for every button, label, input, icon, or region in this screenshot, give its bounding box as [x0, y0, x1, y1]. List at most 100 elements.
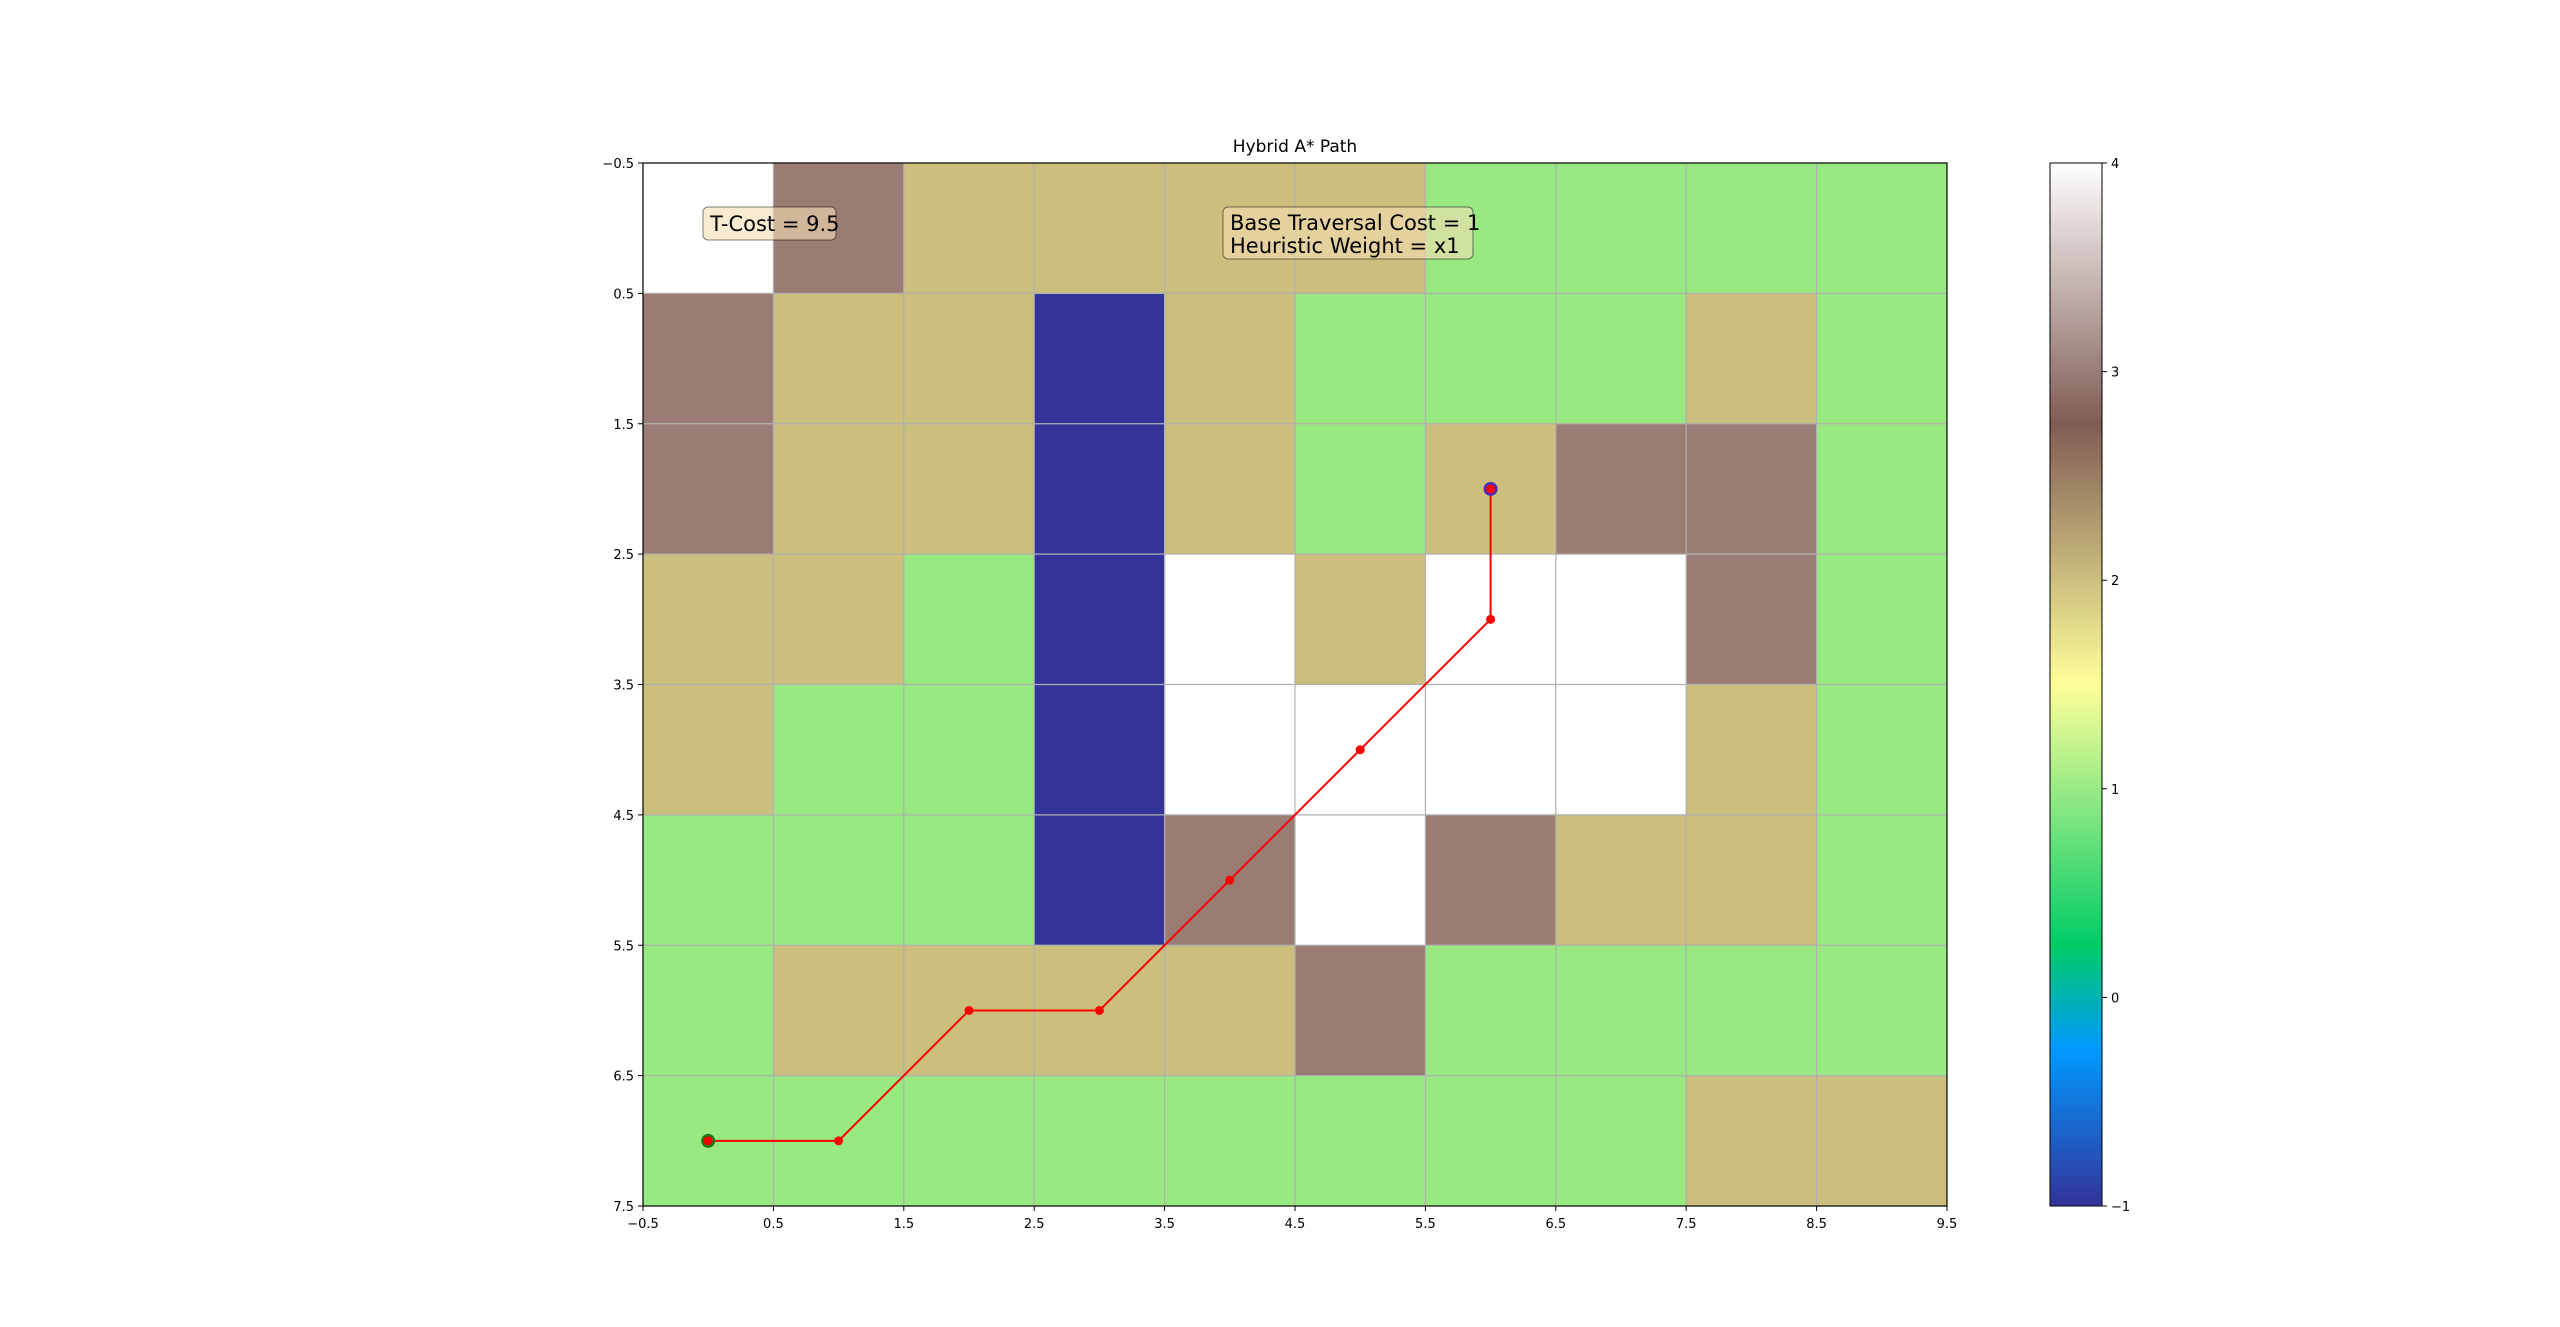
- heatmap-cell: [903, 1075, 1035, 1207]
- heatmap-cell: [643, 684, 774, 816]
- y-tick-label: 4.5: [613, 809, 634, 824]
- annotation-heuristic-text: Heuristic Weight = x1: [1230, 234, 1460, 258]
- y-tick-label: 1.5: [613, 418, 634, 433]
- colorbar-tick-label: 1: [2111, 783, 2119, 798]
- y-axis: −0.5 0.5 1.5 2.5 3.5 4.5 5.5 6.5 7.5: [602, 157, 643, 1215]
- heatmap-cell: [1164, 684, 1296, 816]
- heatmap-cell: [1164, 293, 1296, 425]
- y-tick-label: 5.5: [613, 939, 634, 954]
- heatmap-cell: [1295, 814, 1426, 946]
- heatmap-cell: [1555, 684, 1687, 816]
- heatmap-cell: [903, 423, 1035, 555]
- heatmap-cell: [1686, 684, 1818, 816]
- heatmap-cell: [773, 293, 905, 425]
- heatmap-cell: [1816, 554, 1948, 685]
- heatmap-cell: [1555, 163, 1687, 294]
- grid-lines: [643, 163, 1947, 1206]
- heatmap-cell: [1686, 163, 1818, 294]
- annotation-base-cost-text: Base Traversal Cost = 1: [1230, 211, 1480, 235]
- colorbar-ticks: −1 0 1 2 3 4: [2102, 157, 2130, 1215]
- colorbar-tick-label: −1: [2111, 1200, 2130, 1215]
- heatmap-cell: [1686, 814, 1818, 946]
- heatmap-cell: [1816, 293, 1948, 425]
- heatmap-cell: [1034, 163, 1166, 294]
- heatmap-cell: [903, 814, 1035, 946]
- heatmap-cell: [1686, 945, 1818, 1077]
- heatmap-cell: [1686, 293, 1818, 425]
- heatmap-cell: [773, 423, 905, 555]
- heatmap-cell: [1816, 814, 1948, 946]
- x-tick-label: 0.5: [763, 1217, 784, 1232]
- heatmap-cell: [1034, 1075, 1166, 1207]
- heatmap-cell: [1164, 554, 1296, 685]
- colorbar-tick-label: 0: [2111, 991, 2119, 1006]
- heatmap-cell: [903, 554, 1035, 685]
- heatmap-cell: [1816, 684, 1948, 816]
- heatmap-cell: [1295, 945, 1426, 1077]
- colorbar-tick-label: 2: [2111, 574, 2119, 589]
- path-point: [1486, 614, 1496, 624]
- heatmap-cell: [1425, 684, 1557, 816]
- heatmap-cell: [1034, 423, 1166, 555]
- heatmap-cell: [1555, 423, 1687, 555]
- chart-title: Hybrid A* Path: [1233, 137, 1357, 157]
- heatmap-cell: [1686, 423, 1818, 555]
- y-tick-label: 0.5: [613, 287, 634, 302]
- heatmap-cell: [643, 554, 774, 685]
- heatmap-cell: [643, 423, 774, 555]
- x-tick-label: 1.5: [893, 1217, 914, 1232]
- heatmap-cell: [773, 814, 905, 946]
- heatmap-cell: [1425, 1075, 1557, 1207]
- heatmap-cell: [643, 293, 774, 425]
- heatmap-cell: [1295, 293, 1426, 425]
- x-tick-label: 6.5: [1545, 1217, 1566, 1232]
- annotation-tcost: T-Cost = 9.5: [702, 206, 840, 241]
- heatmap-cell: [903, 163, 1035, 294]
- path-point: [1355, 745, 1365, 755]
- heatmap-cells: [643, 163, 1948, 1207]
- y-tick-label: −0.5: [602, 157, 634, 172]
- path-layer: [701, 481, 1498, 1148]
- heatmap-cell: [1555, 1075, 1687, 1207]
- path-point: [834, 1136, 844, 1146]
- heatmap-cell: [1816, 1075, 1948, 1207]
- heatmap-cell: [773, 554, 905, 685]
- heatmap-cell: [1034, 554, 1166, 685]
- colorbar-tick-label: 3: [2111, 366, 2119, 381]
- x-tick-label: 2.5: [1024, 1217, 1045, 1232]
- heatmap-cell: [643, 945, 774, 1077]
- colorbar-tick-label: 4: [2111, 157, 2119, 172]
- path-line: [708, 488, 1492, 1142]
- heatmap-cell: [1555, 945, 1687, 1077]
- heatmap-cell: [1295, 423, 1426, 555]
- heatmap-cell: [773, 684, 905, 816]
- x-tick-label: −0.5: [627, 1217, 659, 1232]
- y-tick-label: 3.5: [613, 679, 634, 694]
- annotation-tcost-text: T-Cost = 9.5: [709, 212, 840, 236]
- y-tick-label: 7.5: [613, 1200, 634, 1215]
- heatmap-cell: [903, 684, 1035, 816]
- heatmap-cell: [1034, 293, 1166, 425]
- annotation-params-box: [1222, 206, 1474, 260]
- heatmap-cell: [1816, 423, 1948, 555]
- heatmap-cell: [903, 293, 1035, 425]
- heatmap-cell: [643, 814, 774, 946]
- heatmap-cell: [1686, 554, 1818, 685]
- heatmap-cell: [1164, 423, 1296, 555]
- heatmap-cell: [1425, 814, 1557, 946]
- x-tick-label: 5.5: [1415, 1217, 1436, 1232]
- x-tick-label: 3.5: [1154, 1217, 1175, 1232]
- heatmap-cell: [1425, 293, 1557, 425]
- x-tick-label: 7.5: [1676, 1217, 1697, 1232]
- colorbar-gradient: [2049, 162, 2103, 1207]
- heatmap-cell: [1034, 814, 1166, 946]
- heatmap-cell: [773, 945, 905, 1077]
- heatmap-cell: [1555, 554, 1687, 685]
- heatmap-cell: [1555, 293, 1687, 425]
- path-point: [703, 1136, 713, 1146]
- heatmap-cell: [1686, 1075, 1818, 1207]
- colorbar: −1 0 1 2 3 4: [2049, 157, 2130, 1215]
- x-tick-label: 4.5: [1285, 1217, 1306, 1232]
- heatmap-cell: [1164, 1075, 1296, 1207]
